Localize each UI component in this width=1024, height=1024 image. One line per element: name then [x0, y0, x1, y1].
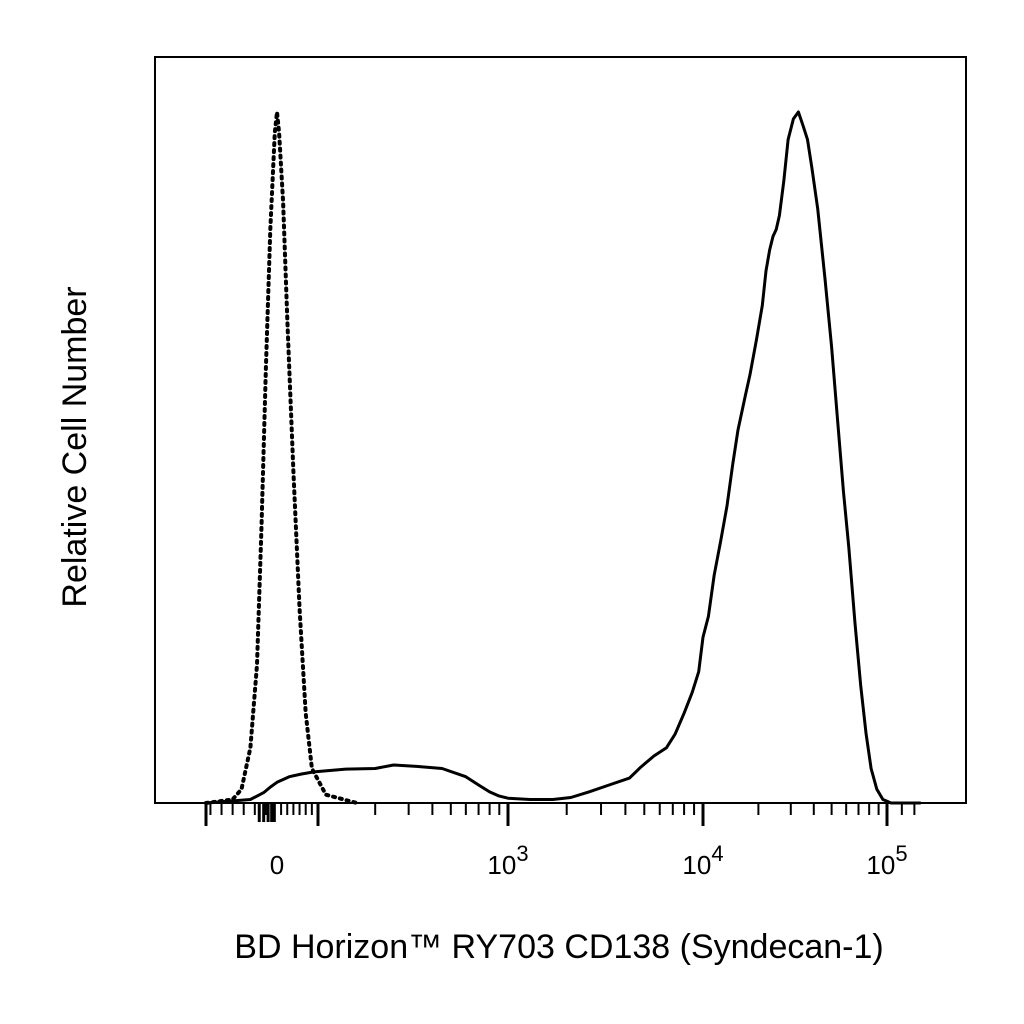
series-layer	[204, 110, 922, 805]
x-tick-label: 104	[682, 841, 723, 880]
x-minor-ticks	[209, 803, 916, 822]
x-tick-label: 105	[866, 841, 907, 880]
x-major-ticks	[204, 803, 889, 826]
x-axis-label: BD Horizon™ RY703 CD138 (Syndecan-1)	[234, 928, 883, 966]
y-axis-label: Relative Cell Number	[56, 286, 94, 607]
plot-frame	[154, 56, 967, 804]
solid-histogram-line	[204, 110, 922, 805]
x-tick-label: 103	[487, 841, 528, 880]
dotted-histogram-line	[204, 110, 359, 805]
x-tick-labels: 0 103 104 105	[270, 841, 908, 880]
x-tick-label: 0	[270, 850, 284, 880]
